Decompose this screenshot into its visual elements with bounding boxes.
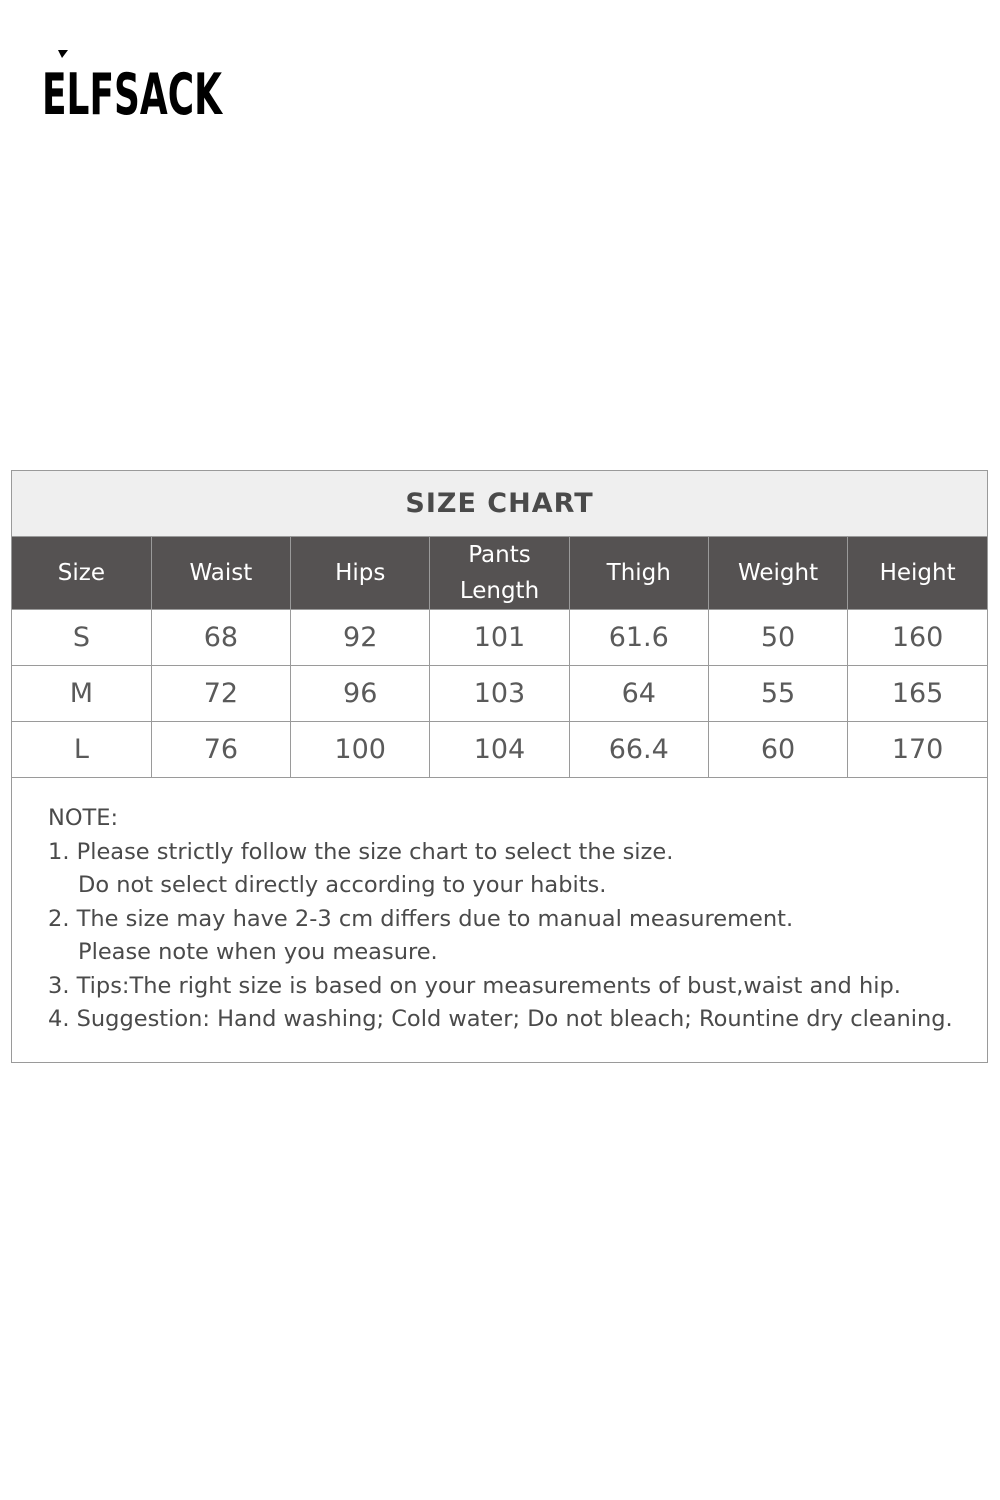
table-cell: 76: [150, 721, 291, 778]
table-cell: 103: [429, 665, 570, 722]
note-line: Do not select directly according to your…: [78, 872, 607, 898]
table-row: M 72 96 103 64 55 165: [12, 665, 987, 722]
column-header: Waist: [150, 537, 291, 610]
note-line: 1. Please strictly follow the size chart…: [48, 838, 674, 865]
table-cell: 61.6: [568, 609, 709, 666]
table-cell: 50: [707, 609, 848, 666]
note-line: 3. Tips:The right size is based on your …: [48, 972, 901, 999]
table-cell: L: [12, 721, 152, 778]
table-cell: 68: [150, 609, 291, 666]
table-cell: 66.4: [568, 721, 709, 778]
table-header-row: Size Waist Hips Pants Length Thigh Weight Heig…: [12, 537, 987, 610]
column-header: Size: [12, 537, 152, 610]
table-cell: M: [12, 665, 152, 722]
notes-section: NOTE: 1. Please strictly follow the size…: [12, 778, 987, 1037]
table-cell: 160: [847, 609, 987, 666]
table-cell: 72: [150, 665, 291, 722]
table-cell: 55: [707, 665, 848, 722]
notes-heading: NOTE:: [48, 805, 119, 831]
table-cell: 165: [847, 665, 987, 722]
table-cell: 96: [290, 665, 430, 722]
table-cell: 64: [568, 665, 709, 722]
brand-logo: ELFSACK: [42, 50, 224, 116]
table-cell: 100: [290, 721, 430, 778]
table-cell: 92: [290, 609, 430, 666]
column-header: Height: [847, 537, 987, 610]
column-header: Weight: [707, 537, 848, 610]
size-chart-title: SIZE CHART: [12, 471, 987, 537]
table-cell: 101: [429, 609, 570, 666]
table-row: S 68 92 101 61.6 50 160: [12, 609, 987, 666]
table-cell: 60: [707, 721, 848, 778]
svg-text:ELFSACK: ELFSACK: [42, 61, 224, 116]
table-cell: 104: [429, 721, 570, 778]
column-header: Thigh: [568, 537, 709, 610]
table-cell: S: [12, 609, 152, 666]
table-row: L 76 100 104 66.4 60 170: [12, 721, 987, 778]
note-line: 2. The size may have 2-3 cm differs due …: [48, 905, 794, 932]
size-chart: SIZE CHART Size Waist Hips Pants Length Thig…: [11, 470, 988, 1063]
column-header: Hips: [290, 537, 430, 610]
table-cell: 170: [847, 721, 987, 778]
note-line: 4. Suggestion: Hand washing; Cold water;…: [48, 1006, 953, 1032]
note-line: Please note when you measure.: [78, 939, 438, 965]
column-header: Pants Length: [429, 537, 570, 610]
size-table: Size Waist Hips Pants Length Thigh Weight Heig…: [12, 537, 987, 778]
